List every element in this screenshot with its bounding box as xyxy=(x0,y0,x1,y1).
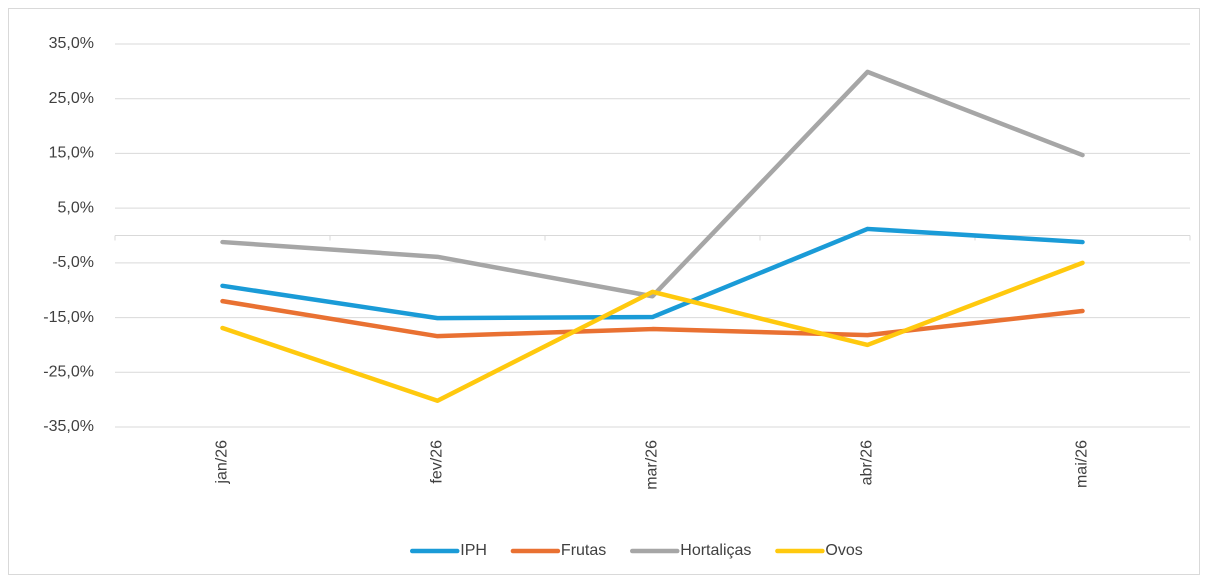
chart-border xyxy=(8,8,1200,575)
legend-label: IPH xyxy=(460,542,487,559)
y-tick-label: 25,0% xyxy=(49,90,94,107)
y-tick-label: 5,0% xyxy=(58,199,94,216)
x-tick-label: abr/26 xyxy=(859,440,876,485)
series-line xyxy=(220,226,1085,321)
y-tick-label: -15,0% xyxy=(43,309,94,326)
series-line xyxy=(220,260,1085,403)
y-tick-label: -35,0% xyxy=(43,418,94,435)
legend-label: Hortaliças xyxy=(680,542,751,559)
y-tick-label: 15,0% xyxy=(49,145,94,162)
x-tick-label: fev/26 xyxy=(429,440,446,484)
x-tick-label: jan/26 xyxy=(214,440,231,485)
y-tick-label: 35,0% xyxy=(49,35,94,52)
series-line xyxy=(220,69,1085,299)
legend-label: Ovos xyxy=(825,542,862,559)
legend-label: Frutas xyxy=(561,542,606,559)
x-tick-label: mar/26 xyxy=(644,440,661,490)
y-tick-label: -25,0% xyxy=(43,364,94,381)
x-tick-label: mai/26 xyxy=(1074,440,1091,488)
legend: IPH Frutas Hortaliças Ovos xyxy=(410,542,863,559)
y-tick-label: -5,0% xyxy=(52,254,94,271)
series-line xyxy=(220,298,1085,339)
